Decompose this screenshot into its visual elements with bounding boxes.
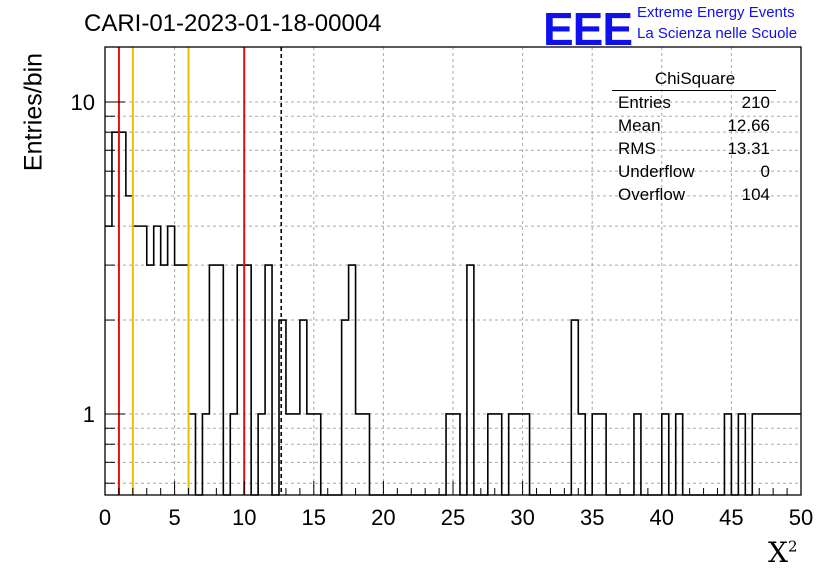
logo-line-1: Extreme Energy Events [637,4,795,21]
stats-label: Mean [618,116,661,135]
stats-row-overflow: Overflow 104 [610,183,780,206]
x-tick-label: 25 [441,505,465,530]
stats-row-rms: RMS 13.31 [610,137,780,160]
stats-box: ChiSquare Entries 210 Mean 12.66 RMS 13.31 … [610,68,780,206]
y-tick-label: 10 [71,90,95,115]
x-tick-label: 50 [789,505,813,530]
eee-logo: EEE [543,3,633,55]
x-axis-label-text: X [768,536,788,569]
x-tick-label: 20 [371,505,395,530]
x-tick-label: 10 [232,505,256,530]
x-tick-label: 45 [719,505,743,530]
x-tick-label: 0 [99,505,111,530]
y-tick-label: 1 [83,402,95,427]
stats-label: RMS [618,139,656,158]
stats-row-underflow: Underflow 0 [610,160,780,183]
chart-title: CARI-01-2023-01-18-00004 [84,10,382,37]
stats-label: Entries [618,93,671,112]
stats-value: 13.31 [727,139,770,158]
stats-title: ChiSquare [654,69,736,88]
stats-row-entries: Entries 210 [610,91,780,114]
stats-label: Overflow [618,185,686,204]
stats-row-mean: Mean 12.66 [610,114,780,137]
stats-divider [612,90,776,91]
stats-value: 104 [741,185,770,204]
stats-value: 12.66 [727,116,770,135]
x-axis-label-exponent: 2 [787,537,798,556]
stats-value: 210 [741,93,770,112]
x-tick-label: 40 [650,505,674,530]
x-tick-label: 15 [302,505,326,530]
x-tick-label: 35 [580,505,604,530]
stats-value: 0 [760,162,770,181]
x-axis-label: X2 [768,536,797,569]
x-tick-label: 5 [168,505,180,530]
logo-line-2: La Scienza nelle Scuole [637,25,798,42]
x-tick-label: 30 [510,505,534,530]
stats-label: Underflow [618,162,695,181]
y-axis-label: Entries/bin [19,52,48,172]
